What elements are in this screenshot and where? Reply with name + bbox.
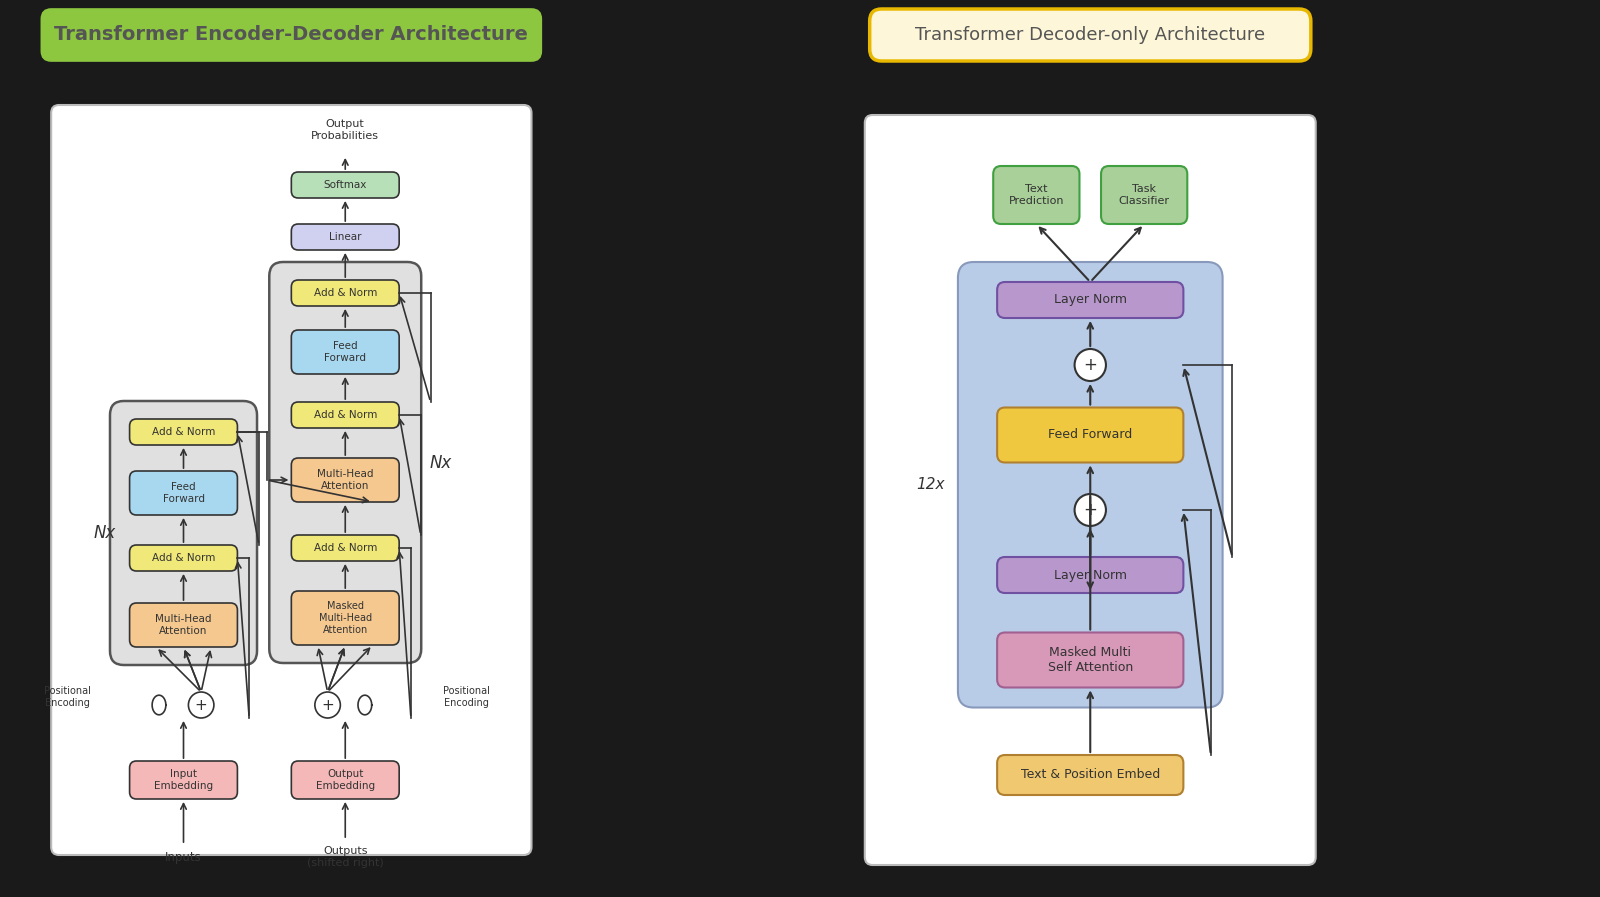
FancyBboxPatch shape — [864, 115, 1315, 865]
Text: Positional
Encoding: Positional Encoding — [43, 686, 90, 708]
FancyBboxPatch shape — [291, 330, 398, 374]
FancyBboxPatch shape — [291, 172, 398, 198]
FancyBboxPatch shape — [130, 471, 237, 515]
FancyBboxPatch shape — [291, 761, 398, 799]
FancyBboxPatch shape — [130, 603, 237, 647]
FancyBboxPatch shape — [51, 105, 531, 855]
Text: Inputs: Inputs — [165, 850, 202, 864]
Circle shape — [189, 692, 214, 718]
FancyBboxPatch shape — [110, 401, 258, 665]
FancyBboxPatch shape — [291, 591, 398, 645]
Text: Outputs
(shifted right): Outputs (shifted right) — [307, 846, 384, 867]
FancyBboxPatch shape — [994, 166, 1080, 224]
Text: Add & Norm: Add & Norm — [314, 543, 378, 553]
Text: Add & Norm: Add & Norm — [314, 288, 378, 298]
FancyBboxPatch shape — [997, 755, 1184, 795]
Circle shape — [1075, 349, 1106, 381]
Text: Add & Norm: Add & Norm — [152, 553, 214, 563]
FancyBboxPatch shape — [291, 402, 398, 428]
Text: Text
Prediction: Text Prediction — [1008, 184, 1064, 205]
Text: Layer Norm: Layer Norm — [1054, 293, 1126, 307]
Text: Masked Multi
Self Attention: Masked Multi Self Attention — [1048, 646, 1133, 674]
Text: +: + — [195, 698, 208, 712]
Text: Feed
Forward: Feed Forward — [325, 341, 366, 362]
FancyBboxPatch shape — [958, 262, 1222, 708]
FancyBboxPatch shape — [870, 9, 1310, 61]
Text: +: + — [1083, 501, 1098, 519]
FancyBboxPatch shape — [269, 262, 421, 663]
FancyBboxPatch shape — [1101, 166, 1187, 224]
Circle shape — [1075, 494, 1106, 526]
FancyBboxPatch shape — [997, 557, 1184, 593]
Text: Feed Forward: Feed Forward — [1048, 429, 1133, 441]
Text: Nx: Nx — [94, 524, 117, 542]
Text: +: + — [322, 698, 334, 712]
Text: Task
Classifier: Task Classifier — [1118, 184, 1170, 205]
FancyBboxPatch shape — [291, 280, 398, 306]
Text: Add & Norm: Add & Norm — [314, 410, 378, 420]
FancyBboxPatch shape — [130, 761, 237, 799]
Text: Softmax: Softmax — [323, 180, 366, 190]
FancyBboxPatch shape — [997, 282, 1184, 318]
Text: Multi-Head
Attention: Multi-Head Attention — [155, 614, 211, 636]
Text: Transformer Decoder-only Architecture: Transformer Decoder-only Architecture — [915, 26, 1266, 44]
Text: Layer Norm: Layer Norm — [1054, 569, 1126, 581]
FancyBboxPatch shape — [291, 458, 398, 502]
Text: Add & Norm: Add & Norm — [152, 427, 214, 437]
Text: Linear: Linear — [330, 232, 362, 242]
FancyBboxPatch shape — [42, 9, 541, 61]
Text: Output
Embedding: Output Embedding — [315, 770, 374, 791]
Text: Output
Probabilities: Output Probabilities — [312, 119, 379, 141]
FancyBboxPatch shape — [997, 632, 1184, 687]
FancyBboxPatch shape — [130, 419, 237, 445]
FancyBboxPatch shape — [291, 224, 398, 250]
Text: Multi-Head
Attention: Multi-Head Attention — [317, 469, 373, 491]
Text: Nx: Nx — [429, 454, 451, 472]
Circle shape — [315, 692, 341, 718]
FancyBboxPatch shape — [997, 407, 1184, 463]
FancyBboxPatch shape — [130, 545, 237, 571]
Text: +: + — [1083, 356, 1098, 374]
Text: Feed
Forward: Feed Forward — [163, 483, 205, 504]
FancyBboxPatch shape — [291, 535, 398, 561]
Text: Positional
Encoding: Positional Encoding — [443, 686, 490, 708]
Text: Text & Position Embed: Text & Position Embed — [1021, 769, 1160, 781]
Text: Input
Embedding: Input Embedding — [154, 770, 213, 791]
Text: Transformer Encoder-Decoder Architecture: Transformer Encoder-Decoder Architecture — [54, 25, 528, 45]
Text: 12x: 12x — [917, 477, 944, 492]
Text: Masked
Multi-Head
Attention: Masked Multi-Head Attention — [318, 601, 371, 634]
